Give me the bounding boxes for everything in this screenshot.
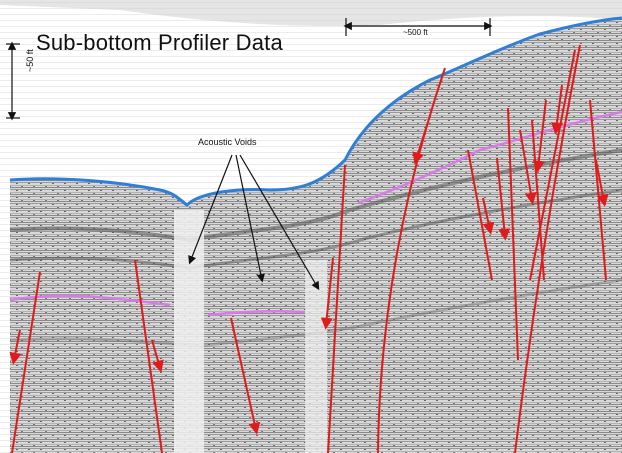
acoustic-void: [174, 210, 204, 453]
seafloor-trace: [9, 16, 622, 207]
fault-line: [230, 317, 261, 435]
sediment-body: [10, 18, 622, 453]
vertical-scale-bar: [6, 41, 20, 121]
vertical-scale-label: ~50 ft: [25, 49, 35, 72]
fault-line: [9, 329, 22, 365]
fault-line: [519, 129, 537, 205]
void-callout-arrows: [188, 154, 320, 291]
fault-line: [482, 197, 495, 235]
fault-line: [320, 257, 334, 330]
acoustic-voids-label: Acoustic Voids: [198, 137, 257, 147]
upper-noise-band: [0, 0, 622, 26]
dark-reflector: [9, 278, 622, 348]
fault-line: [496, 157, 511, 241]
fault-line: [514, 44, 581, 453]
fault-line: [551, 84, 563, 135]
fault-line: [529, 49, 576, 281]
fault-line: [151, 339, 164, 373]
fault-line: [531, 119, 545, 281]
horizon-trace: [207, 309, 306, 317]
fault-line: [327, 164, 346, 453]
fault-line: [467, 149, 493, 281]
fault-line: [11, 271, 41, 453]
horizontal-scale-label: ~500 ft: [403, 28, 428, 37]
horizontal-scale-bar: [343, 18, 493, 36]
horizon-trace: [9, 294, 171, 307]
figure-title: Sub-bottom Profiler Data: [36, 30, 283, 55]
fault-line: [595, 159, 609, 207]
fault-line: [412, 121, 429, 165]
fault-line: [134, 259, 163, 453]
fault-lines: [9, 44, 609, 453]
dark-reflector: [9, 188, 622, 270]
fault-line: [589, 99, 607, 281]
horizon-trace: [357, 110, 622, 205]
fault-line: [507, 107, 519, 361]
fault-line: [377, 67, 446, 453]
fault-line: [532, 99, 547, 173]
acoustic-void: [305, 260, 327, 453]
dark-reflector: [9, 148, 622, 243]
